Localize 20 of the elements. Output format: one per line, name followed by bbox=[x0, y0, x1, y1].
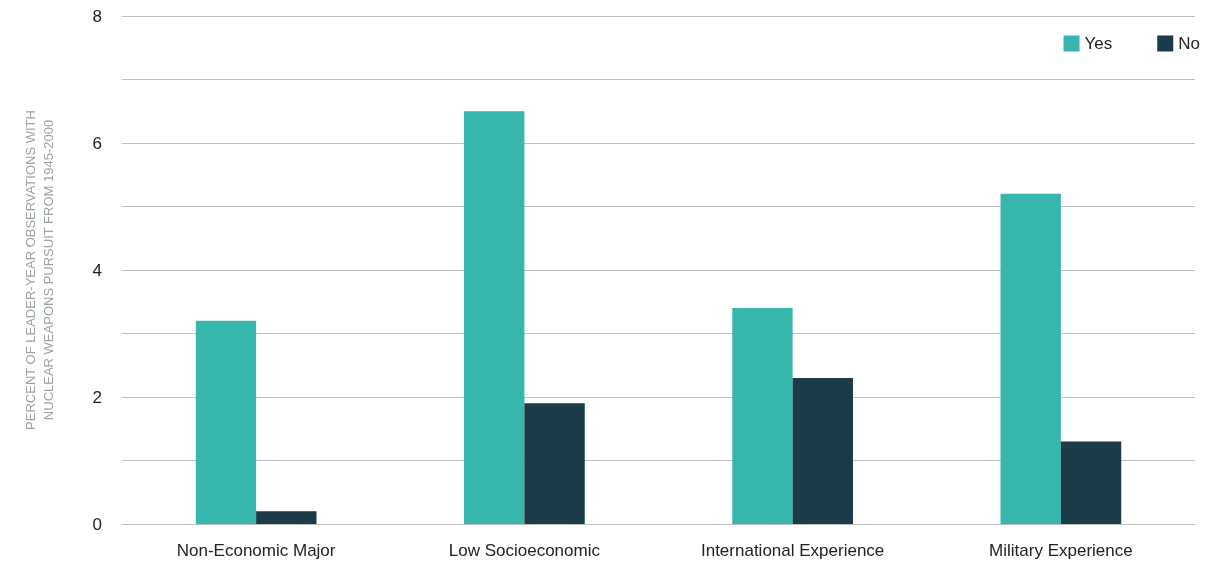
x-tick-label: Military Experience bbox=[989, 541, 1133, 560]
x-tick-label: Non-Economic Major bbox=[176, 541, 336, 560]
x-tick-label: International Experience bbox=[700, 541, 885, 560]
y-axis-title: PERCENT OF LEADER-YEAR OBSERVATIONS WITH NUCLEAR WEAPONS PURSUIT FROM 1945-2000 bbox=[22, 110, 56, 430]
bar bbox=[792, 377, 853, 524]
y-tick-label: 6 bbox=[92, 133, 102, 153]
y-tick-label: 4 bbox=[92, 260, 102, 280]
y-tick-label: 2 bbox=[92, 387, 102, 407]
legend-label: No bbox=[1178, 34, 1200, 53]
bar bbox=[195, 320, 257, 524]
bar bbox=[1060, 441, 1122, 524]
legend-label: Yes bbox=[1084, 34, 1113, 53]
y-tick-label: 8 bbox=[92, 6, 102, 26]
bar bbox=[464, 111, 525, 524]
bar bbox=[1000, 193, 1061, 524]
y-tick-label: 0 bbox=[92, 514, 102, 534]
x-tick-label: Low Socioeconomic bbox=[448, 541, 601, 560]
bar bbox=[732, 308, 793, 524]
bar bbox=[524, 403, 585, 524]
bar bbox=[256, 511, 317, 524]
